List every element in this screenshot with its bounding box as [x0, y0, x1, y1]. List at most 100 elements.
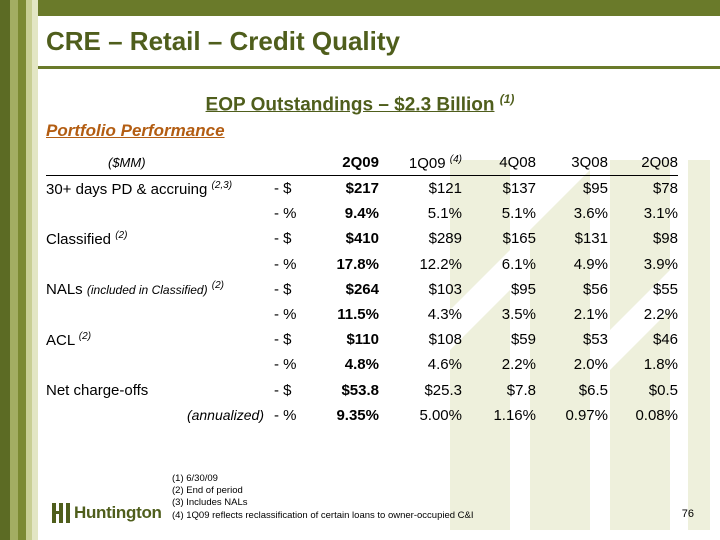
title-divider [38, 66, 720, 69]
row-note: (2) [211, 280, 224, 292]
value-cell: 0.08% [635, 406, 678, 424]
value-cell: $137 [502, 180, 536, 198]
table-row: ACL (2) - $ $110 $108 $59 $53 $46 [46, 327, 678, 352]
value-cell: $264 [345, 280, 379, 298]
row-sublabel: (included in Classified) [86, 283, 208, 298]
value-cell: 3.9% [643, 255, 678, 273]
row-unit: - $ [274, 280, 292, 298]
value-cell: $108 [428, 331, 462, 349]
subtitle: EOP Outstandings – $2.3 Billion (1) [0, 92, 720, 116]
value-cell: 4.9% [573, 255, 608, 273]
watermark-logo-icon [450, 160, 710, 530]
row-label-cell [46, 302, 274, 327]
value-cell: $95 [582, 180, 608, 198]
row-label-cell [46, 352, 274, 377]
value-cell: 11.5% [337, 306, 379, 324]
row-label: Net charge-offs [46, 381, 149, 399]
value-cell: $110 [346, 331, 379, 349]
row-label: NALs [46, 281, 83, 299]
value-cell: 2.0% [573, 356, 608, 374]
table-row: - % 11.5% 4.3% 3.5% 2.1% 2.2% [46, 302, 678, 327]
row-label-cell [46, 201, 274, 226]
row-note: (2) [115, 229, 128, 241]
value-cell: $25.3 [424, 381, 462, 399]
page-title: CRE – Retail – Credit Quality [46, 26, 400, 56]
row-unit: - $ [274, 381, 292, 399]
page-number: 76 [681, 508, 694, 520]
column-header: 2Q09 [322, 150, 379, 176]
top-bar [38, 0, 720, 16]
footnote: (1) 6/30/09 [172, 473, 218, 484]
column-header-note: (4) [449, 153, 462, 165]
footnote: (4) 1Q09 reflects reclassification of ce… [172, 509, 474, 521]
value-cell: 6.1% [501, 255, 536, 273]
value-cell: 3.6% [573, 205, 608, 223]
value-cell: 3.5% [501, 306, 536, 324]
unit-label-cell: ($MM) [46, 150, 274, 176]
value-cell: $55 [652, 280, 678, 298]
value-cell: 3.1% [643, 205, 678, 223]
row-label-cell: (annualized) [46, 403, 274, 428]
row-label: Classified [46, 230, 112, 248]
row-label: 30+ days PD & accruing [46, 180, 208, 198]
table-row: Classified (2) - $ $410 $289 $165 $131 $98 [46, 226, 678, 251]
row-unit: - $ [274, 230, 292, 248]
row-label-cell: ACL (2) [46, 327, 274, 352]
table-row: - % 4.8% 4.6% 2.2% 2.0% 1.8% [46, 352, 678, 377]
value-cell: $217 [345, 180, 379, 198]
row-label-cell [46, 252, 274, 277]
row-unit: - % [274, 406, 297, 424]
table-row: Net charge-offs - $ $53.8 $25.3 $7.8 $6.5 $0.5 [46, 378, 678, 403]
huntington-logo-icon [52, 503, 70, 523]
row-unit: - % [274, 356, 297, 374]
column-header: 2Q08 [608, 150, 678, 176]
value-cell: 1.16% [493, 406, 536, 424]
column-header: 1Q09 (4) [379, 150, 462, 176]
value-cell: $98 [652, 230, 678, 248]
value-cell: $289 [428, 230, 462, 248]
column-header: 3Q08 [536, 150, 608, 176]
header-unit-cell [274, 150, 322, 176]
value-cell: $131 [574, 230, 608, 248]
huntington-logo: Huntington [52, 503, 162, 523]
stripe-1 [0, 0, 10, 540]
value-cell: 9.4% [344, 205, 379, 223]
credit-quality-table: ($MM) 2Q09 1Q09 (4) 4Q08 3Q08 2Q08 30+ d… [46, 150, 678, 428]
section-heading: Portfolio Performance [46, 121, 225, 140]
row-label-cell: NALs (included in Classified) (2) [46, 277, 274, 302]
table-row: (annualized) - % 9.35% 5.00% 1.16% 0.97% 0.08% [46, 403, 678, 428]
stripe-2 [10, 0, 18, 540]
value-cell: 2.2% [501, 356, 536, 374]
logo-text: Huntington [74, 503, 162, 522]
row-unit: - % [274, 306, 297, 324]
value-cell: 9.35% [336, 406, 379, 424]
value-cell: 4.3% [427, 306, 462, 324]
footnotes: (1) 6/30/09 (2) End of period (3) Includ… [172, 473, 474, 522]
row-unit: - $ [274, 180, 292, 198]
unit-label: ($MM) [108, 155, 146, 170]
value-cell: 2.1% [573, 306, 608, 324]
subtitle-note: (1) [499, 92, 515, 106]
row-label-cell: 30+ days PD & accruing (2,3) [46, 176, 274, 202]
value-cell: 2.2% [643, 306, 678, 324]
stripe-3 [18, 0, 26, 540]
value-cell: $95 [510, 280, 536, 298]
row-label-cell: Classified (2) [46, 226, 274, 251]
table-row: - % 9.4% 5.1% 5.1% 3.6% 3.1% [46, 201, 678, 226]
value-cell: 1.8% [643, 356, 678, 374]
row-unit: - $ [274, 331, 292, 349]
column-header-text: 1Q09 [408, 154, 446, 172]
footnote: (2) End of period [172, 485, 243, 497]
value-cell: 5.1% [501, 205, 536, 223]
value-cell: $0.5 [648, 381, 678, 399]
value-cell: $6.5 [578, 381, 608, 399]
row-note: (2,3) [211, 179, 233, 191]
value-cell: $103 [428, 280, 462, 298]
stripe-4 [26, 0, 32, 540]
value-cell: $410 [345, 230, 379, 248]
row-note: (2) [78, 330, 92, 342]
value-cell: 4.8% [344, 356, 379, 374]
value-cell: $56 [582, 280, 608, 298]
table-header-row: ($MM) 2Q09 1Q09 (4) 4Q08 3Q08 2Q08 [46, 150, 678, 176]
value-cell: $78 [652, 180, 678, 198]
